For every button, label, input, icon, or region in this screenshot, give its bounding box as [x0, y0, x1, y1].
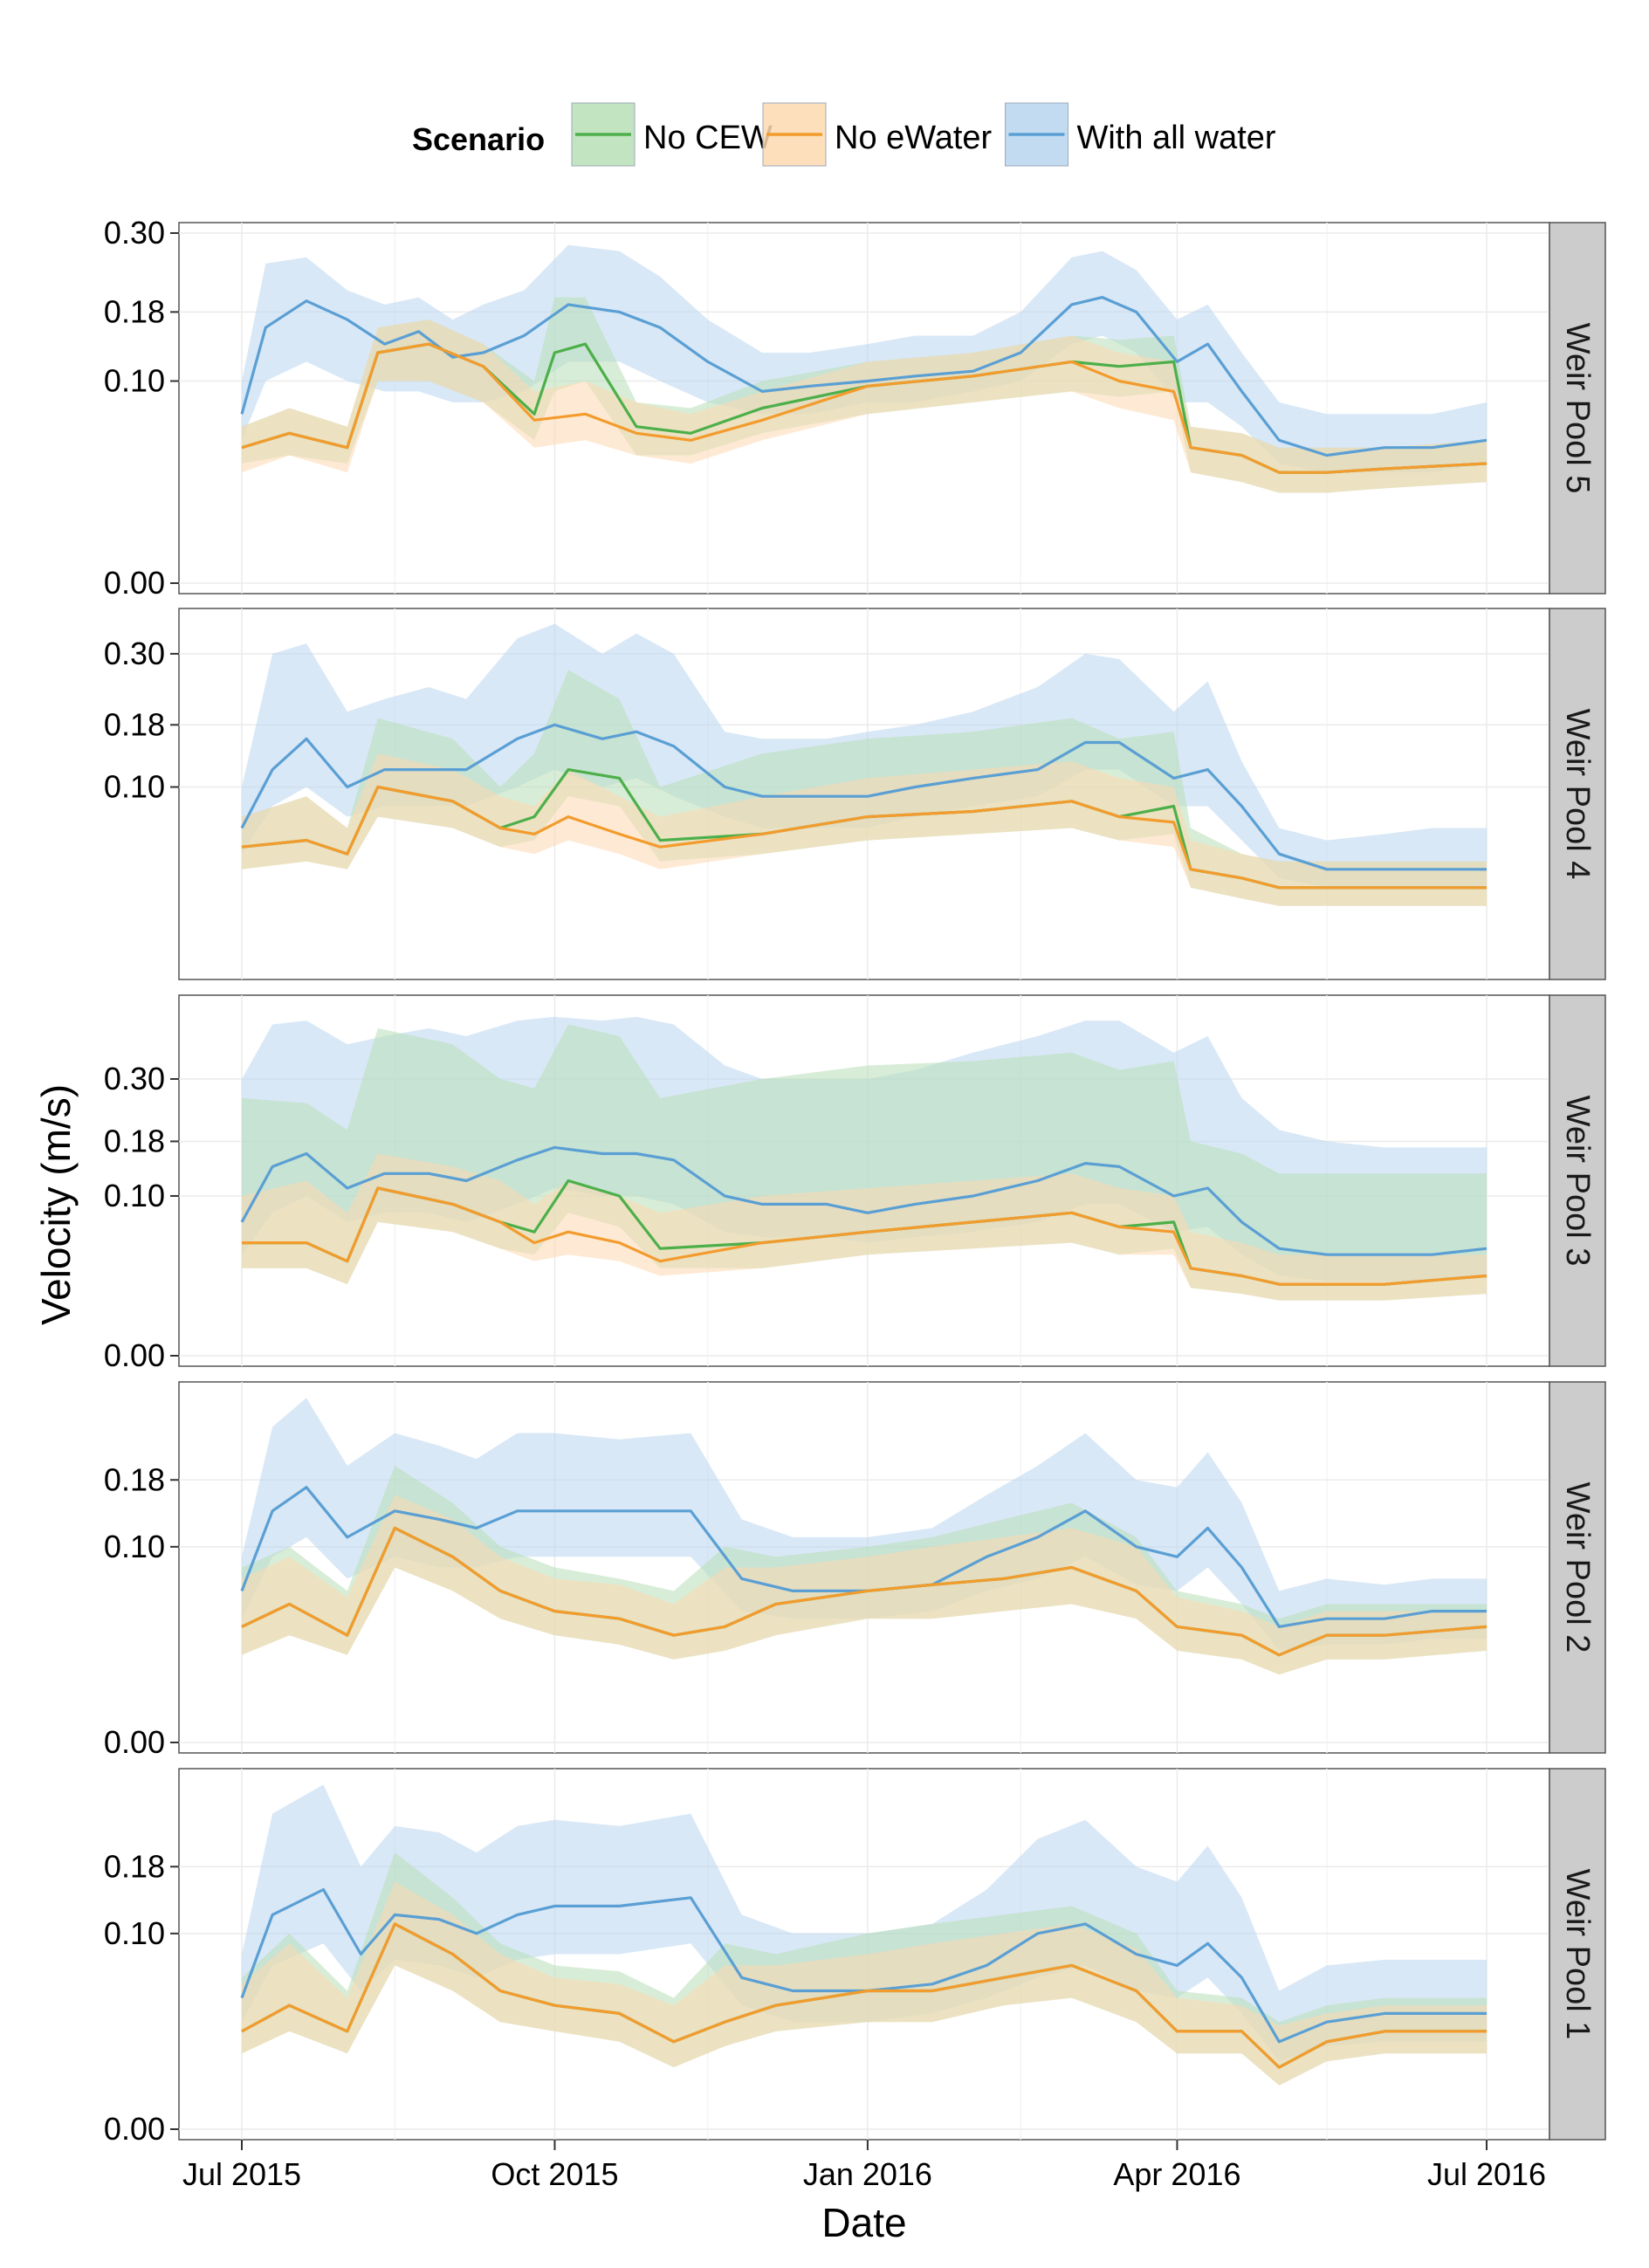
y-tick-label: 0.18: [104, 293, 165, 329]
line-no-ewater: [241, 1922, 1487, 2069]
legend-title: Scenario: [412, 121, 545, 157]
legend: Scenario No CEW No eWater With all water: [412, 102, 1276, 167]
ribbon-with-all-water: [242, 1398, 1487, 1651]
x-axis-title: Date: [821, 2200, 906, 2245]
facet-label: Weir Pool 2: [1559, 1482, 1596, 1653]
panel-weir-pool-5: 0.00 0.10 0.18 0.30 Weir Pool 5: [104, 215, 1606, 601]
x-tick-label: Jan 2016: [803, 2156, 932, 2192]
legend-entry-with-all-water: With all water: [1005, 102, 1276, 167]
y-tick-label: 0.30: [104, 1061, 165, 1096]
facet-label: Weir Pool 3: [1559, 1096, 1596, 1267]
legend-entry-no-ewater: No eWater: [762, 102, 993, 167]
panel-weir-pool-3: 0.00 0.10 0.18 0.30 Weir Pool 3: [104, 994, 1606, 1373]
facet-label: Weir Pool 5: [1559, 323, 1596, 494]
line-no-ewater: [241, 1526, 1488, 1657]
legend-label-no-cew: No CEW: [643, 120, 773, 156]
x-axis: Jul 2015 Oct 2015 Jan 2016 Apr 2016 Jul 2016: [182, 2140, 1546, 2192]
ribbon-no-ewater: [242, 1153, 1487, 1301]
y-tick-label: 0.18: [104, 1123, 165, 1158]
facet-strip: [1549, 608, 1606, 980]
gridlines: [179, 1382, 1549, 1753]
panel-weir-pool-2: 0.00 0.10 0.18 Weir Pool 2: [104, 1381, 1606, 1760]
y-tick-label: 0.10: [104, 769, 165, 805]
ribbon-with-all-water: [242, 244, 1487, 473]
y-tick-label: 0.18: [104, 706, 165, 742]
facet-strip: [1549, 222, 1606, 594]
facet-label: Weir Pool 4: [1559, 709, 1596, 880]
y-tick-label: 0.00: [104, 1724, 165, 1760]
y-tick-label: 0.10: [104, 362, 165, 398]
y-tick-label: 0.30: [104, 215, 165, 251]
x-tick-label: Apr 2016: [1113, 2156, 1240, 2192]
line-no-ewater: [241, 785, 1487, 890]
legend-label-with-all-water: With all water: [1077, 120, 1276, 156]
line-with-all-water: [240, 1145, 1488, 1256]
x-tick-label: Jul 2016: [1427, 2156, 1546, 2192]
x-tick-label: Oct 2015: [491, 2156, 618, 2192]
ribbon-no-ewater: [242, 1881, 1487, 2086]
line-with-all-water: [240, 296, 1488, 457]
legend-entry-no-cew: No CEW: [571, 102, 773, 167]
facet-strip: [1549, 1381, 1606, 1754]
facet-strip: [1549, 994, 1606, 1367]
y-tick-label: 0.10: [104, 1529, 165, 1564]
panel-weir-pool-1: 0.00 0.10 0.18 Weir Pool 1: [104, 1768, 1606, 2147]
panel-weir-pool-4: 0.10 0.18 0.30 Weir Pool 4: [104, 608, 1606, 980]
facet-label: Weir Pool 1: [1559, 1869, 1596, 2040]
line-no-ewater: [241, 342, 1488, 474]
legend-label-no-ewater: No eWater: [835, 120, 993, 156]
x-tick-label: Jul 2015: [182, 2156, 301, 2192]
facet-strip: [1549, 1768, 1606, 2141]
y-tick-label: 0.00: [104, 565, 165, 601]
y-tick-label: 0.00: [104, 2111, 165, 2147]
ribbon-no-ewater: [242, 1495, 1487, 1675]
ribbon-no-ewater: [242, 320, 1487, 493]
y-tick-label: 0.10: [104, 1915, 165, 1951]
line-with-all-water: [240, 723, 1487, 871]
line-no-ewater: [242, 1186, 1488, 1286]
y-axis-title: Velocity (m/s): [33, 1084, 79, 1325]
y-tick-label: 0.18: [104, 1848, 165, 1884]
y-tick-label: 0.18: [104, 1461, 165, 1497]
y-tick-label: 0.00: [104, 1337, 165, 1373]
y-tick-label: 0.10: [104, 1178, 165, 1213]
y-tick-label: 0.30: [104, 636, 165, 671]
